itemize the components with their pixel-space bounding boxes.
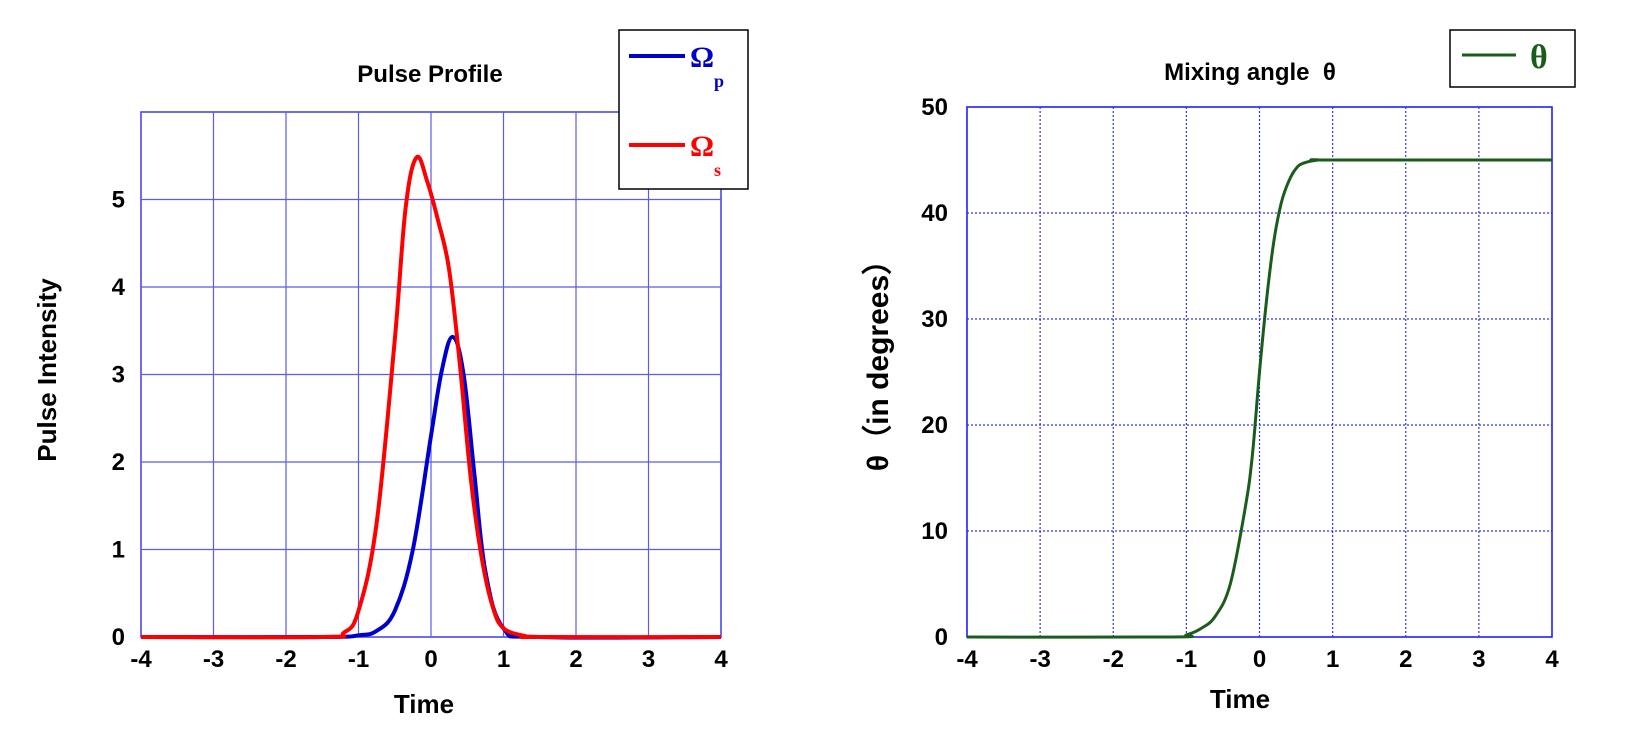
y-tick-label: 10	[921, 518, 948, 545]
x-tick-label: 3	[642, 646, 655, 673]
legend-label-theta: θ	[1530, 39, 1548, 76]
x-tick-label: 4	[1545, 646, 1559, 673]
x-tick-label: 4	[714, 646, 728, 673]
series-lines	[140, 154, 722, 640]
legend-subscript: s	[714, 160, 721, 180]
x-tick-label: -4	[956, 646, 978, 673]
x-tick-label: -1	[348, 646, 369, 673]
chart-title: Pulse Profile	[357, 61, 502, 88]
x-tick-label: -2	[275, 646, 296, 673]
x-tick-label: -4	[130, 646, 152, 673]
series-line-0	[966, 158, 1552, 639]
x-axis-label: Time	[1210, 684, 1270, 714]
legend-box	[1449, 29, 1576, 88]
series-lines	[966, 158, 1552, 639]
x-tick-label: 1	[1326, 646, 1339, 673]
y-axis-label: Pulse Intensity	[32, 278, 62, 462]
x-tick-label: -3	[203, 646, 224, 673]
x-tick-label: 2	[1399, 646, 1412, 673]
tick-labels: -4 -3 -2 -1 0 1 2 3 4 0 1 2 3 4 5	[112, 187, 729, 674]
chart-title: Mixing angle θ	[1164, 59, 1336, 86]
y-axis-label: θ（in degrees）	[861, 245, 895, 471]
y-tick-label: 2	[112, 449, 125, 476]
legend: θ	[1449, 29, 1576, 88]
x-tick-label: 2	[569, 646, 582, 673]
y-tick-label: 0	[935, 624, 948, 651]
x-tick-label: -2	[1103, 646, 1124, 673]
y-tick-label: 1	[112, 537, 125, 564]
legend-symbol: Ω	[690, 130, 714, 163]
x-tick-label: 0	[1253, 646, 1266, 673]
legend: Ωp Ωs	[618, 29, 749, 190]
y-tick-label: 50	[921, 94, 948, 121]
chart-pulse-profile: Pulse Profile -4 -3 -2 -1 0 1 2 3 4 0 1 2 3 4 5 Time P…	[32, 29, 749, 719]
x-tick-label: 0	[424, 646, 437, 673]
legend-symbol: Ω	[690, 41, 714, 74]
y-tick-label: 4	[112, 274, 126, 301]
x-tick-label: -3	[1029, 646, 1050, 673]
legend-box	[618, 29, 749, 190]
series-line-1	[140, 154, 722, 640]
chart-mixing-angle: Mixing angle θ -4 -3 -2 -1 0 1 2 3 401020304050 …	[861, 29, 1576, 714]
legend-subscript: p	[714, 71, 724, 91]
x-axis-label: Time	[394, 689, 454, 719]
legend-label-omega-s: Ωs	[690, 130, 721, 180]
x-tick-label: 1	[497, 646, 510, 673]
x-tick-label: 3	[1472, 646, 1485, 673]
y-tick-label: 5	[112, 187, 125, 214]
y-tick-label: 30	[921, 306, 948, 333]
legend-label-omega-p: Ωp	[690, 41, 724, 91]
y-tick-label: 3	[112, 362, 125, 389]
x-tick-label: -1	[1176, 646, 1197, 673]
y-tick-label: 40	[921, 200, 948, 227]
y-tick-label: 20	[921, 412, 948, 439]
y-tick-label: 0	[112, 624, 125, 651]
